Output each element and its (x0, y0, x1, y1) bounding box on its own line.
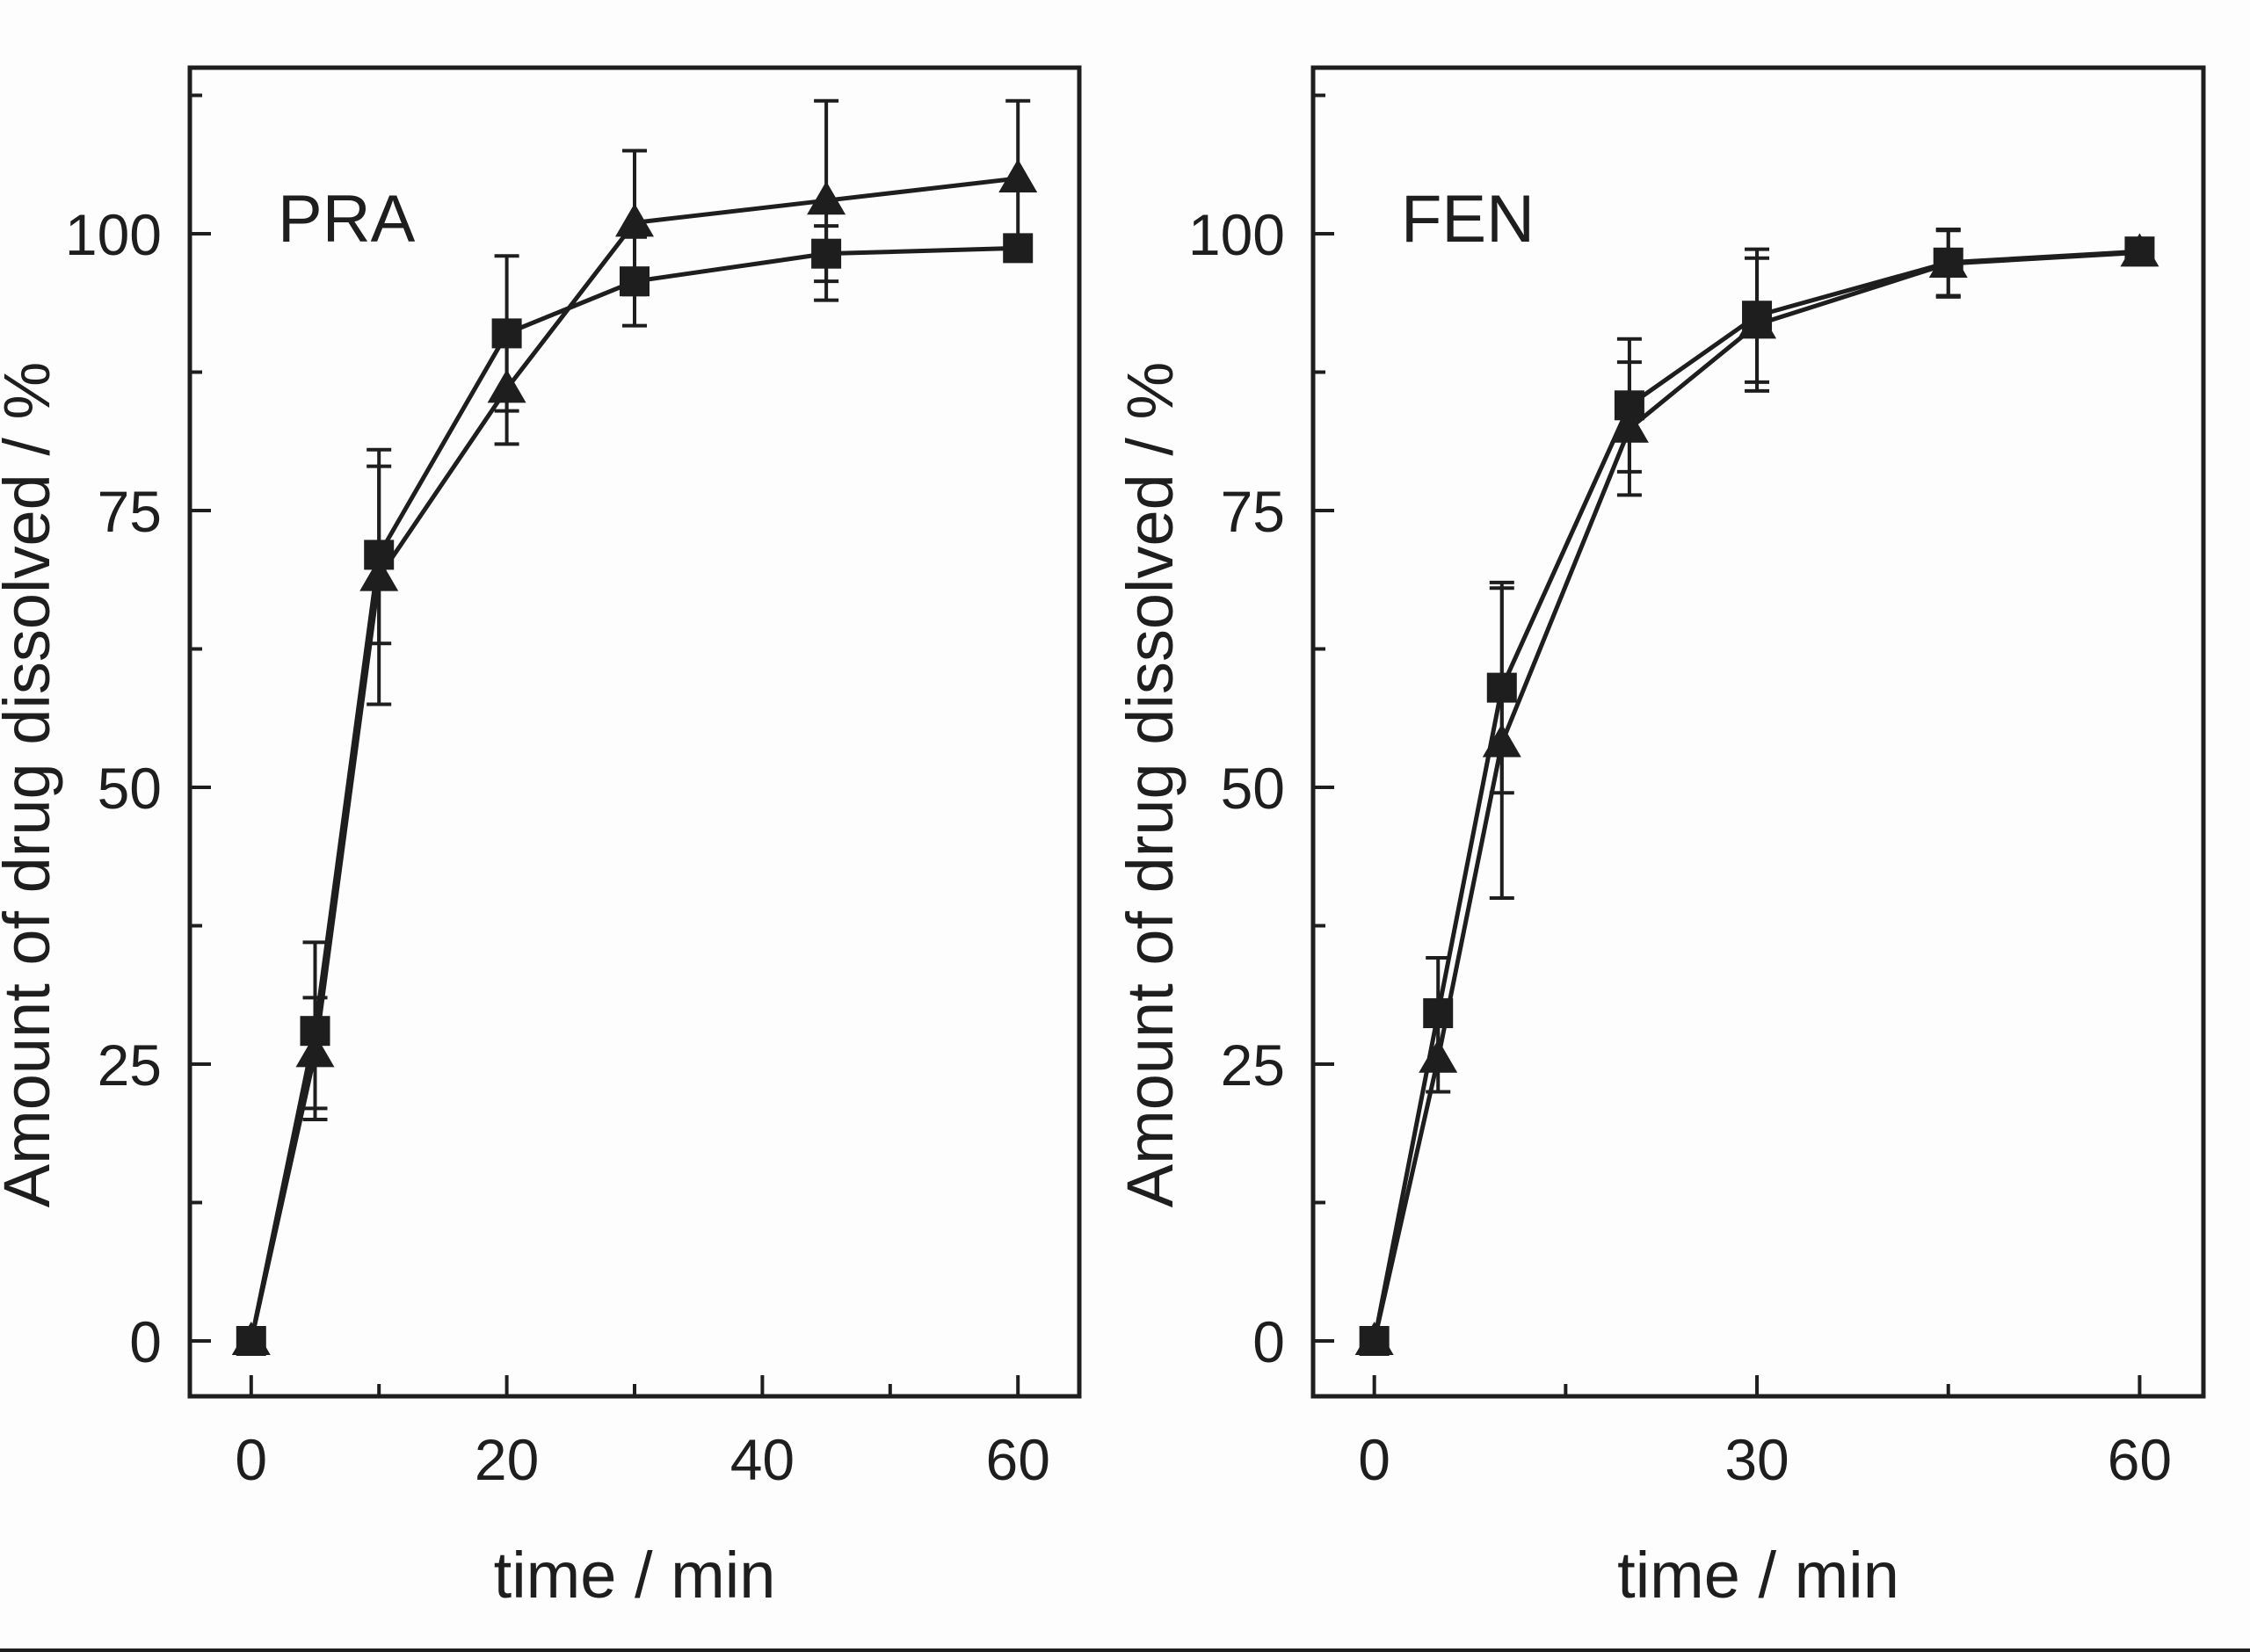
data-point-triangle (231, 1322, 271, 1355)
x-tick-label: 20 (475, 1427, 539, 1492)
data-point-triangle (359, 557, 399, 591)
x-tick-label: 60 (2108, 1427, 2172, 1492)
y-tick-label: 25 (98, 1032, 162, 1098)
data-point-triangle (1419, 1039, 1458, 1073)
data-point-triangle (1609, 409, 1649, 443)
data-point-triangle (2120, 233, 2159, 267)
y-axis-title: Amount of drug dissolved / % (1114, 362, 1187, 1208)
y-tick-label: 50 (98, 756, 162, 821)
data-point-triangle (487, 369, 526, 403)
y-tick-label: 25 (1221, 1032, 1285, 1098)
x-axis-title: time / min (494, 1539, 776, 1612)
x-tick-label: 0 (235, 1427, 267, 1492)
data-point-triangle (1354, 1322, 1394, 1355)
panel-pra: 0 20 40 60 0 25 50 75 100 time / min Amount of dru… (0, 65, 1082, 1612)
panel-label: PRA (278, 182, 416, 257)
data-point-triangle (1738, 305, 1777, 339)
data-point-triangle (1928, 244, 1968, 279)
data-point-triangle (295, 1033, 335, 1068)
panel-label: FEN (1401, 182, 1535, 257)
y-tick-label: 100 (1188, 202, 1285, 267)
series-line (249, 245, 1019, 1342)
x-tick-label: 40 (730, 1427, 795, 1492)
series-triangle (1354, 228, 2159, 1355)
series-square (1359, 227, 2155, 1356)
y-tick-label: 100 (65, 202, 162, 267)
y-tick-label: 0 (1252, 1309, 1285, 1374)
y-tick-label: 0 (129, 1309, 162, 1374)
data-point-triangle (1482, 723, 1521, 757)
data-point-triangle (998, 159, 1038, 192)
y-axis-title: Amount of drug dissolved / % (0, 362, 63, 1208)
x-tick-label: 30 (1724, 1427, 1789, 1492)
series-triangle (231, 98, 1038, 1355)
x-axis-title: time / min (1617, 1539, 1899, 1612)
panel-fen: 0 30 60 0 25 50 75 100 time / min Amount of drug … (1114, 65, 2206, 1612)
x-tick-label: 0 (1358, 1427, 1390, 1492)
series-line (249, 176, 1019, 1342)
y-tick-label: 75 (1221, 479, 1285, 544)
y-tick-label: 75 (98, 479, 162, 544)
y-tick-label: 50 (1221, 756, 1285, 821)
data-point-triangle (807, 181, 846, 215)
data-point-triangle (615, 203, 654, 237)
x-tick-label: 60 (985, 1427, 1049, 1492)
series-line (1372, 250, 2140, 1342)
series-square (236, 224, 1034, 1356)
